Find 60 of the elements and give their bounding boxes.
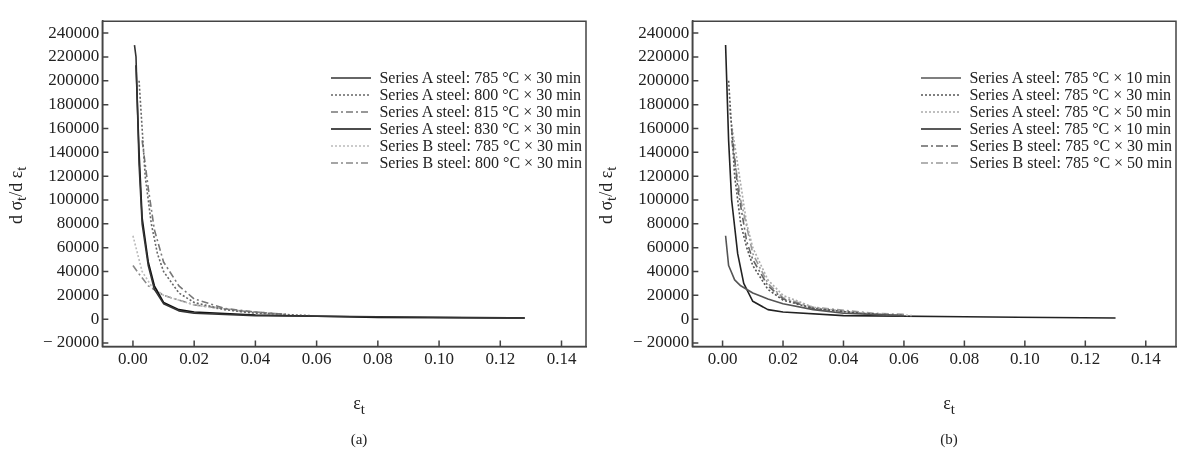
- x-tick-label: 0.04: [828, 349, 859, 369]
- legend-label: Series B steel: 785 °C × 50 min: [969, 154, 1172, 171]
- legend-label: Series B steel: 785 °C × 30 min: [969, 137, 1172, 154]
- x-tick-label: 0.02: [179, 349, 210, 369]
- x-tick-label: 0.04: [240, 349, 271, 369]
- y-tick-label: 100000: [48, 189, 100, 209]
- legend-label: Series A steel: 800 °C × 30 min: [379, 86, 582, 103]
- y-tick-label: 160000: [48, 117, 100, 137]
- y-tick-label: 80000: [646, 213, 690, 233]
- y-tick-label: 120000: [48, 165, 100, 185]
- y-tick-label: 20000: [56, 284, 100, 304]
- y-tick-label: 180000: [48, 94, 100, 114]
- y-tick-label: 40000: [56, 260, 100, 280]
- text: (b): [939, 431, 959, 448]
- legend-label: Series A steel: 830 °C × 30 min: [379, 120, 582, 137]
- y-tick-label: 60000: [56, 237, 100, 257]
- x-tick-label: 0.14: [546, 349, 577, 369]
- x-tick-label: 0.10: [1009, 349, 1040, 369]
- legend-label: Series A steel: 785 °C × 10 min: [969, 120, 1172, 137]
- y-tick-label: 220000: [638, 46, 690, 66]
- y-tick-label: 140000: [638, 141, 690, 161]
- legend-label: Series B steel: 785 °C × 30 min: [379, 137, 582, 154]
- y-tick-label: 180000: [638, 94, 690, 114]
- x-tick-label: 0.00: [118, 349, 148, 369]
- legend-label: Series A steel: 785 °C × 30 min: [969, 86, 1172, 103]
- y-tick-label: 200000: [638, 70, 690, 90]
- legend-label: Series A steel: 785 °C × 10 min: [969, 69, 1172, 86]
- x-tick-label: 0.08: [949, 349, 980, 369]
- y-tick-label: 120000: [638, 165, 690, 185]
- x-tick-label: 0.10: [424, 349, 454, 369]
- x-tick-label: 0.06: [301, 349, 332, 369]
- legend-label: Series A steel: 785 °C × 50 min: [969, 103, 1172, 120]
- y-tick-label: 80000: [56, 213, 100, 233]
- legend-label: Series A steel: 785 °C × 30 min: [379, 69, 582, 86]
- y-tick-label: 60000: [646, 237, 690, 257]
- y-tick-label: 200000: [48, 70, 100, 90]
- y-tick-label: − 20000: [42, 332, 100, 352]
- y-tick-label: 40000: [646, 260, 690, 280]
- x-tick-label: 0.12: [485, 349, 516, 369]
- legend-label: Series B steel: 800 °C × 30 min: [379, 154, 582, 171]
- y-tick-label: 240000: [638, 22, 690, 42]
- y-tick-label: 0: [680, 308, 690, 328]
- y-tick-label: 100000: [638, 189, 690, 209]
- x-tick-label: 0.12: [1070, 349, 1101, 369]
- x-tick-label: 0.14: [1130, 349, 1162, 369]
- x-axis-title: ε$_{t}$: [942, 393, 956, 418]
- y-tick-label: 160000: [638, 117, 690, 137]
- y-tick-label: 0: [90, 308, 100, 328]
- x-tick-label: 0.02: [768, 349, 798, 369]
- x-tick-label: 0.06: [889, 349, 919, 369]
- y-tick-label: 140000: [48, 141, 100, 161]
- x-axis-title: ε$_{t}$: [352, 393, 366, 418]
- text: (a): [349, 431, 369, 448]
- legend-label: Series A steel: 815 °C × 30 min: [379, 103, 582, 120]
- x-tick-label: 0.08: [362, 349, 393, 369]
- y-tick-label: 240000: [48, 22, 100, 42]
- y-tick-label: − 20000: [632, 332, 690, 352]
- y-tick-label: 20000: [646, 284, 690, 304]
- y-tick-label: 220000: [48, 46, 100, 66]
- x-tick-label: 0.00: [707, 349, 738, 369]
